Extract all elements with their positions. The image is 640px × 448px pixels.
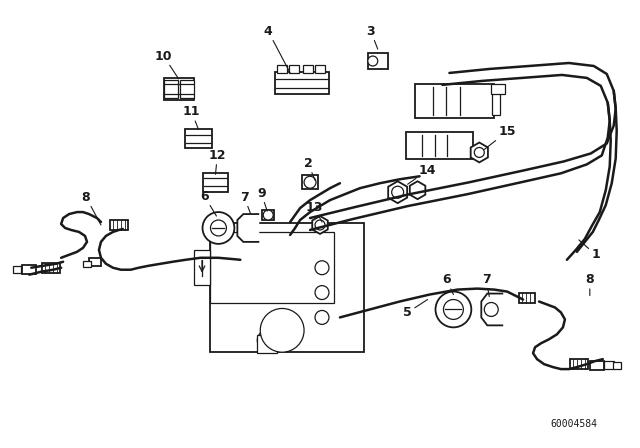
Bar (604, 361, 614, 369)
Bar (202, 173, 228, 192)
Bar (164, 78, 193, 100)
Circle shape (202, 212, 234, 244)
Text: 6: 6 (442, 273, 453, 294)
Bar (262, 210, 274, 220)
Circle shape (257, 330, 277, 350)
Polygon shape (481, 293, 503, 325)
Circle shape (304, 177, 316, 188)
Bar (89, 258, 101, 266)
Bar (303, 65, 313, 73)
Bar (275, 72, 330, 94)
Circle shape (484, 302, 498, 316)
Text: 8: 8 (82, 191, 101, 225)
Text: 8: 8 (586, 273, 594, 296)
Bar (22, 265, 36, 274)
Circle shape (315, 310, 329, 324)
Circle shape (392, 186, 404, 198)
Polygon shape (312, 216, 328, 234)
Bar (42, 263, 60, 273)
Text: 10: 10 (155, 50, 179, 79)
Text: 9: 9 (257, 187, 268, 211)
Text: 11: 11 (183, 105, 200, 129)
Bar (257, 335, 277, 353)
Bar (194, 250, 210, 285)
Text: 3: 3 (367, 25, 378, 49)
Bar (570, 359, 588, 369)
Text: 13: 13 (305, 201, 323, 222)
Text: 14: 14 (408, 164, 436, 184)
Bar (210, 232, 335, 303)
Bar (519, 293, 535, 302)
Text: 4: 4 (264, 25, 290, 73)
Text: 1: 1 (579, 240, 600, 261)
Text: 15: 15 (484, 125, 516, 150)
Bar (13, 266, 21, 273)
Circle shape (315, 261, 329, 275)
Polygon shape (410, 181, 426, 199)
Circle shape (211, 220, 227, 236)
Circle shape (315, 286, 329, 300)
Bar (164, 80, 178, 98)
Bar (406, 132, 474, 159)
Polygon shape (388, 181, 407, 203)
Text: 7: 7 (240, 191, 250, 213)
Bar (492, 84, 505, 94)
Bar (110, 220, 128, 230)
Bar (415, 84, 494, 118)
Text: 5: 5 (403, 300, 428, 319)
Bar (315, 65, 325, 73)
Bar (302, 175, 318, 189)
Bar (184, 129, 212, 148)
Text: 12: 12 (209, 149, 226, 174)
Bar (210, 223, 364, 352)
Bar (590, 361, 604, 370)
Bar (492, 87, 500, 115)
Bar (612, 362, 621, 369)
Text: 60004584: 60004584 (550, 419, 597, 429)
Polygon shape (237, 214, 259, 242)
Circle shape (444, 300, 463, 319)
Polygon shape (470, 142, 488, 162)
Text: 2: 2 (303, 157, 315, 180)
Bar (289, 65, 299, 73)
Bar (83, 261, 91, 267)
Circle shape (368, 56, 378, 66)
Text: 7: 7 (482, 273, 491, 297)
Circle shape (315, 220, 325, 230)
Circle shape (263, 210, 273, 220)
Circle shape (435, 292, 471, 327)
Circle shape (260, 309, 304, 352)
Circle shape (474, 147, 484, 157)
Bar (180, 80, 193, 98)
Bar (277, 65, 287, 73)
Text: 6: 6 (200, 190, 216, 216)
Bar (368, 53, 388, 69)
